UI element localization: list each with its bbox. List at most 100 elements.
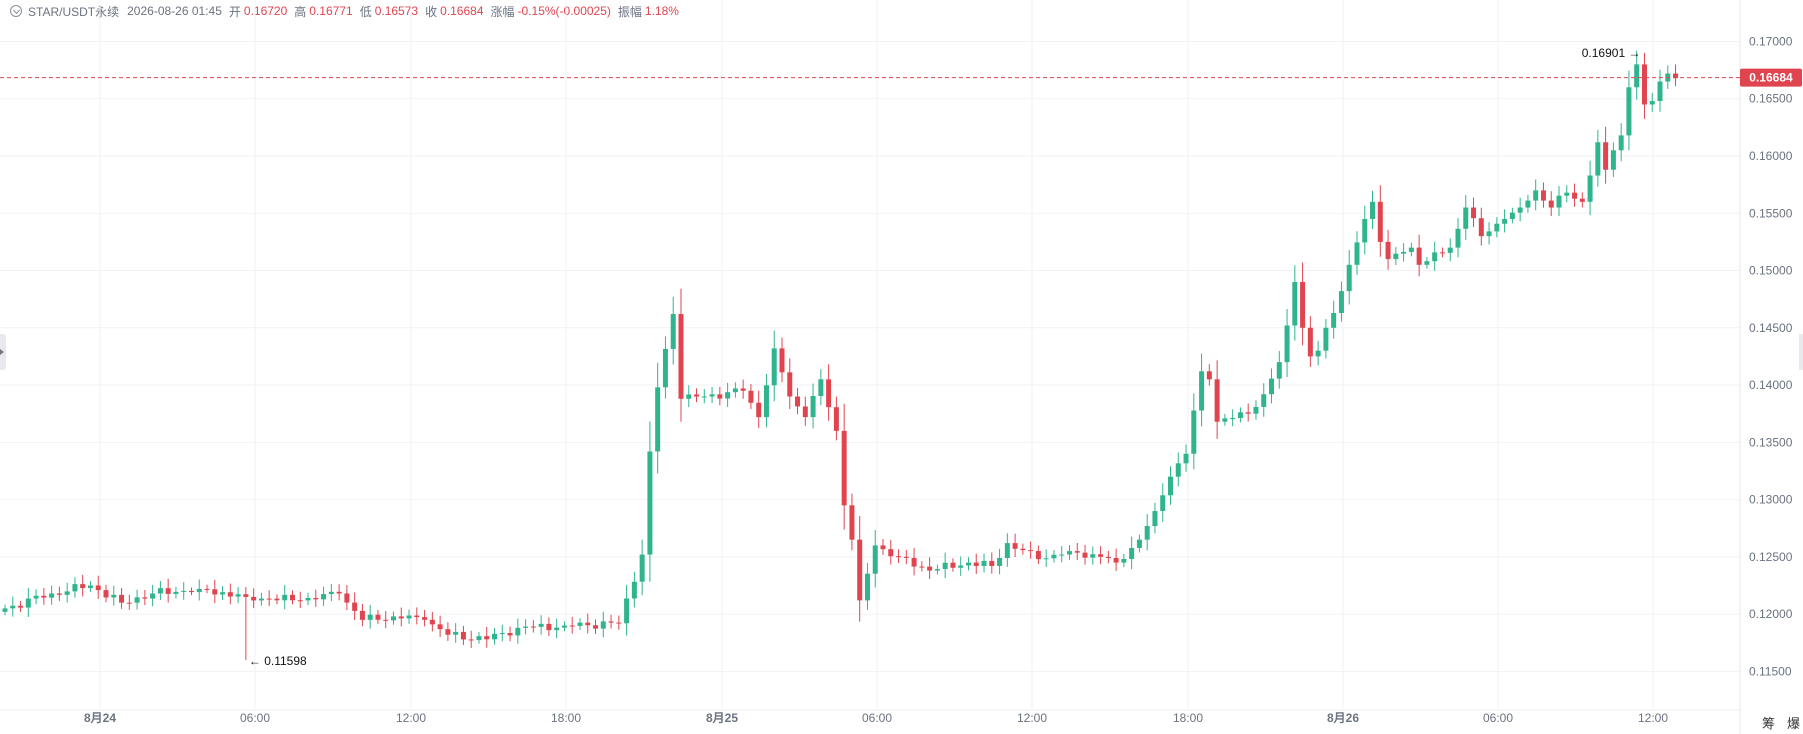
candle-body: [1595, 142, 1601, 176]
candle-body: [1408, 247, 1414, 252]
candle: [72, 577, 78, 598]
candle: [367, 604, 373, 629]
candle: [1004, 533, 1010, 567]
candle: [383, 611, 389, 629]
candle-body: [1486, 231, 1492, 237]
candle-body: [756, 402, 762, 418]
candle: [981, 553, 987, 573]
high-value: 0.16771: [309, 4, 353, 18]
candle-body: [492, 633, 498, 640]
candle-body: [437, 624, 443, 630]
candle: [1509, 207, 1515, 224]
candle: [1556, 186, 1562, 217]
candle-body: [1455, 228, 1461, 248]
candle: [608, 614, 614, 629]
candle-body: [414, 615, 420, 618]
candle-body: [87, 585, 93, 589]
chip-distribution-icon[interactable]: 筹: [1762, 716, 1776, 731]
candle-body: [732, 388, 738, 393]
candle-body: [1401, 251, 1407, 254]
candle-body: [367, 614, 373, 620]
candle-body: [1300, 281, 1306, 328]
candle-body: [344, 593, 350, 603]
candle-body: [958, 565, 964, 568]
chart-header: STAR/USDT永续 2026-08-26 01:45 开 0.16720 高…: [10, 2, 679, 20]
candle-body: [1331, 312, 1337, 328]
candle-body: [336, 591, 342, 594]
candle: [1261, 383, 1267, 417]
candle-body: [1315, 350, 1321, 357]
candle: [1610, 142, 1616, 177]
change-value: -0.15%(-0.00025): [517, 4, 611, 18]
right-panel-handle[interactable]: [1799, 334, 1803, 370]
candle: [1432, 241, 1438, 271]
candle-body: [1098, 554, 1104, 557]
symbol-name[interactable]: STAR/USDT永续: [28, 4, 120, 19]
candle-body: [833, 407, 839, 431]
candle-body: [1362, 218, 1368, 243]
candle-body: [103, 590, 109, 598]
candle-body: [950, 562, 956, 568]
candle-body: [282, 594, 288, 601]
candle-body: [1603, 142, 1609, 170]
candle-body: [1579, 198, 1585, 202]
candle-body: [1168, 476, 1173, 496]
grid-lines: [0, 0, 1740, 708]
candle-body: [872, 545, 878, 574]
candle-body: [1136, 539, 1142, 548]
candle: [103, 584, 109, 603]
candle: [1393, 247, 1399, 266]
candle: [1168, 466, 1173, 505]
candle: [1540, 182, 1546, 208]
candle-body: [220, 592, 226, 595]
candle-body: [212, 589, 218, 595]
candle: [243, 586, 249, 661]
candle: [1129, 536, 1135, 570]
candle-body: [1548, 200, 1554, 208]
candle: [142, 589, 148, 606]
left-panel-handle[interactable]: [0, 334, 6, 370]
candle-body: [1657, 81, 1663, 102]
candle: [492, 627, 498, 645]
liquidation-icon[interactable]: 爆: [1787, 716, 1801, 731]
candle: [1595, 129, 1601, 187]
candle-body: [1432, 252, 1438, 262]
candle-body: [569, 625, 575, 627]
candle-body: [818, 379, 824, 397]
candle: [196, 579, 202, 601]
candle-body: [64, 591, 70, 595]
candle-body: [942, 562, 948, 570]
candle: [1144, 514, 1150, 551]
candle-body: [1222, 418, 1228, 422]
candle: [1618, 123, 1624, 162]
candle: [624, 584, 630, 636]
candle: [1028, 541, 1034, 559]
candle: [616, 615, 622, 630]
candle: [1649, 92, 1655, 112]
candle: [973, 553, 979, 574]
candle: [1486, 222, 1492, 245]
candle-body: [1338, 291, 1344, 313]
candle-body: [530, 626, 536, 628]
candle-body: [538, 623, 544, 627]
candle-body: [1105, 556, 1111, 558]
candle: [631, 571, 637, 608]
candle-body: [1129, 547, 1135, 559]
candle: [1377, 185, 1383, 257]
candle: [1478, 207, 1484, 246]
collapse-toggle-icon[interactable]: [10, 5, 22, 17]
candle: [305, 592, 311, 606]
candle-body: [826, 379, 832, 408]
candle-body: [1556, 195, 1562, 208]
candle-body: [1509, 212, 1515, 219]
candle-body: [1245, 412, 1251, 414]
candle: [732, 382, 738, 398]
candle: [391, 611, 396, 625]
candle: [942, 552, 948, 579]
candle-body: [857, 539, 863, 601]
candle-body: [662, 348, 668, 388]
candle-body: [740, 388, 746, 391]
candle-body: [1082, 552, 1088, 558]
